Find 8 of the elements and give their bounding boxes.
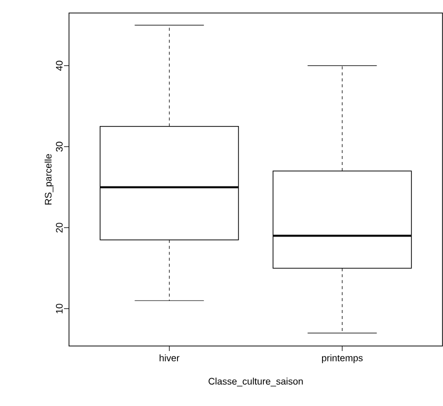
y-axis-title: RS_parcelle bbox=[44, 154, 54, 204]
y-tick-label: 30 bbox=[56, 142, 63, 152]
y-tick-label: 10 bbox=[56, 304, 63, 314]
x-tick-label: printemps bbox=[322, 354, 363, 364]
x-axis-title: Classe_culture_saison bbox=[208, 378, 303, 386]
y-tick-label: 40 bbox=[56, 60, 63, 71]
y-tick-label: 20 bbox=[56, 222, 63, 232]
x-tick-label: hiver bbox=[160, 354, 180, 362]
